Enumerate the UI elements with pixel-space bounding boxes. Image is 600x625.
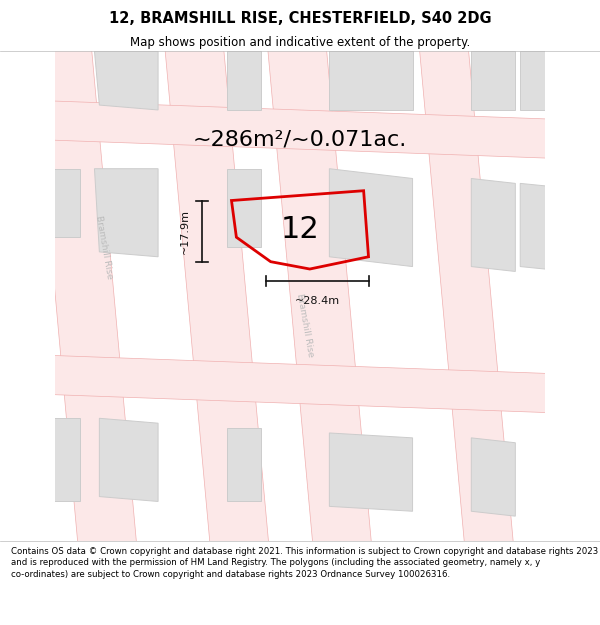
Polygon shape — [31, 169, 80, 238]
Text: ~17.9m: ~17.9m — [180, 209, 190, 254]
Polygon shape — [471, 51, 515, 110]
Polygon shape — [329, 51, 413, 110]
Polygon shape — [329, 433, 413, 511]
Polygon shape — [227, 51, 261, 110]
Polygon shape — [100, 418, 158, 501]
Polygon shape — [520, 51, 554, 110]
Polygon shape — [31, 100, 569, 159]
Text: Bramshill Rise: Bramshill Rise — [94, 214, 114, 279]
Polygon shape — [266, 27, 373, 565]
Text: 12, BRAMSHILL RISE, CHESTERFIELD, S40 2DG: 12, BRAMSHILL RISE, CHESTERFIELD, S40 2D… — [109, 11, 491, 26]
Polygon shape — [329, 169, 413, 267]
Text: ~286m²/~0.071ac.: ~286m²/~0.071ac. — [193, 129, 407, 149]
Text: ~28.4m: ~28.4m — [295, 296, 340, 306]
Text: 12: 12 — [281, 216, 319, 244]
Polygon shape — [471, 179, 515, 271]
Polygon shape — [163, 27, 271, 565]
Polygon shape — [227, 428, 261, 501]
Polygon shape — [471, 438, 515, 516]
Polygon shape — [520, 183, 569, 271]
Text: Contains OS data © Crown copyright and database right 2021. This information is : Contains OS data © Crown copyright and d… — [11, 546, 598, 579]
Polygon shape — [94, 51, 158, 110]
Polygon shape — [31, 418, 80, 501]
Polygon shape — [31, 27, 139, 565]
Text: Bramshill Rise: Bramshill Rise — [295, 293, 315, 358]
Polygon shape — [94, 169, 158, 257]
Polygon shape — [31, 354, 569, 413]
Polygon shape — [418, 27, 515, 565]
Text: Map shows position and indicative extent of the property.: Map shows position and indicative extent… — [130, 36, 470, 49]
Polygon shape — [227, 169, 261, 247]
